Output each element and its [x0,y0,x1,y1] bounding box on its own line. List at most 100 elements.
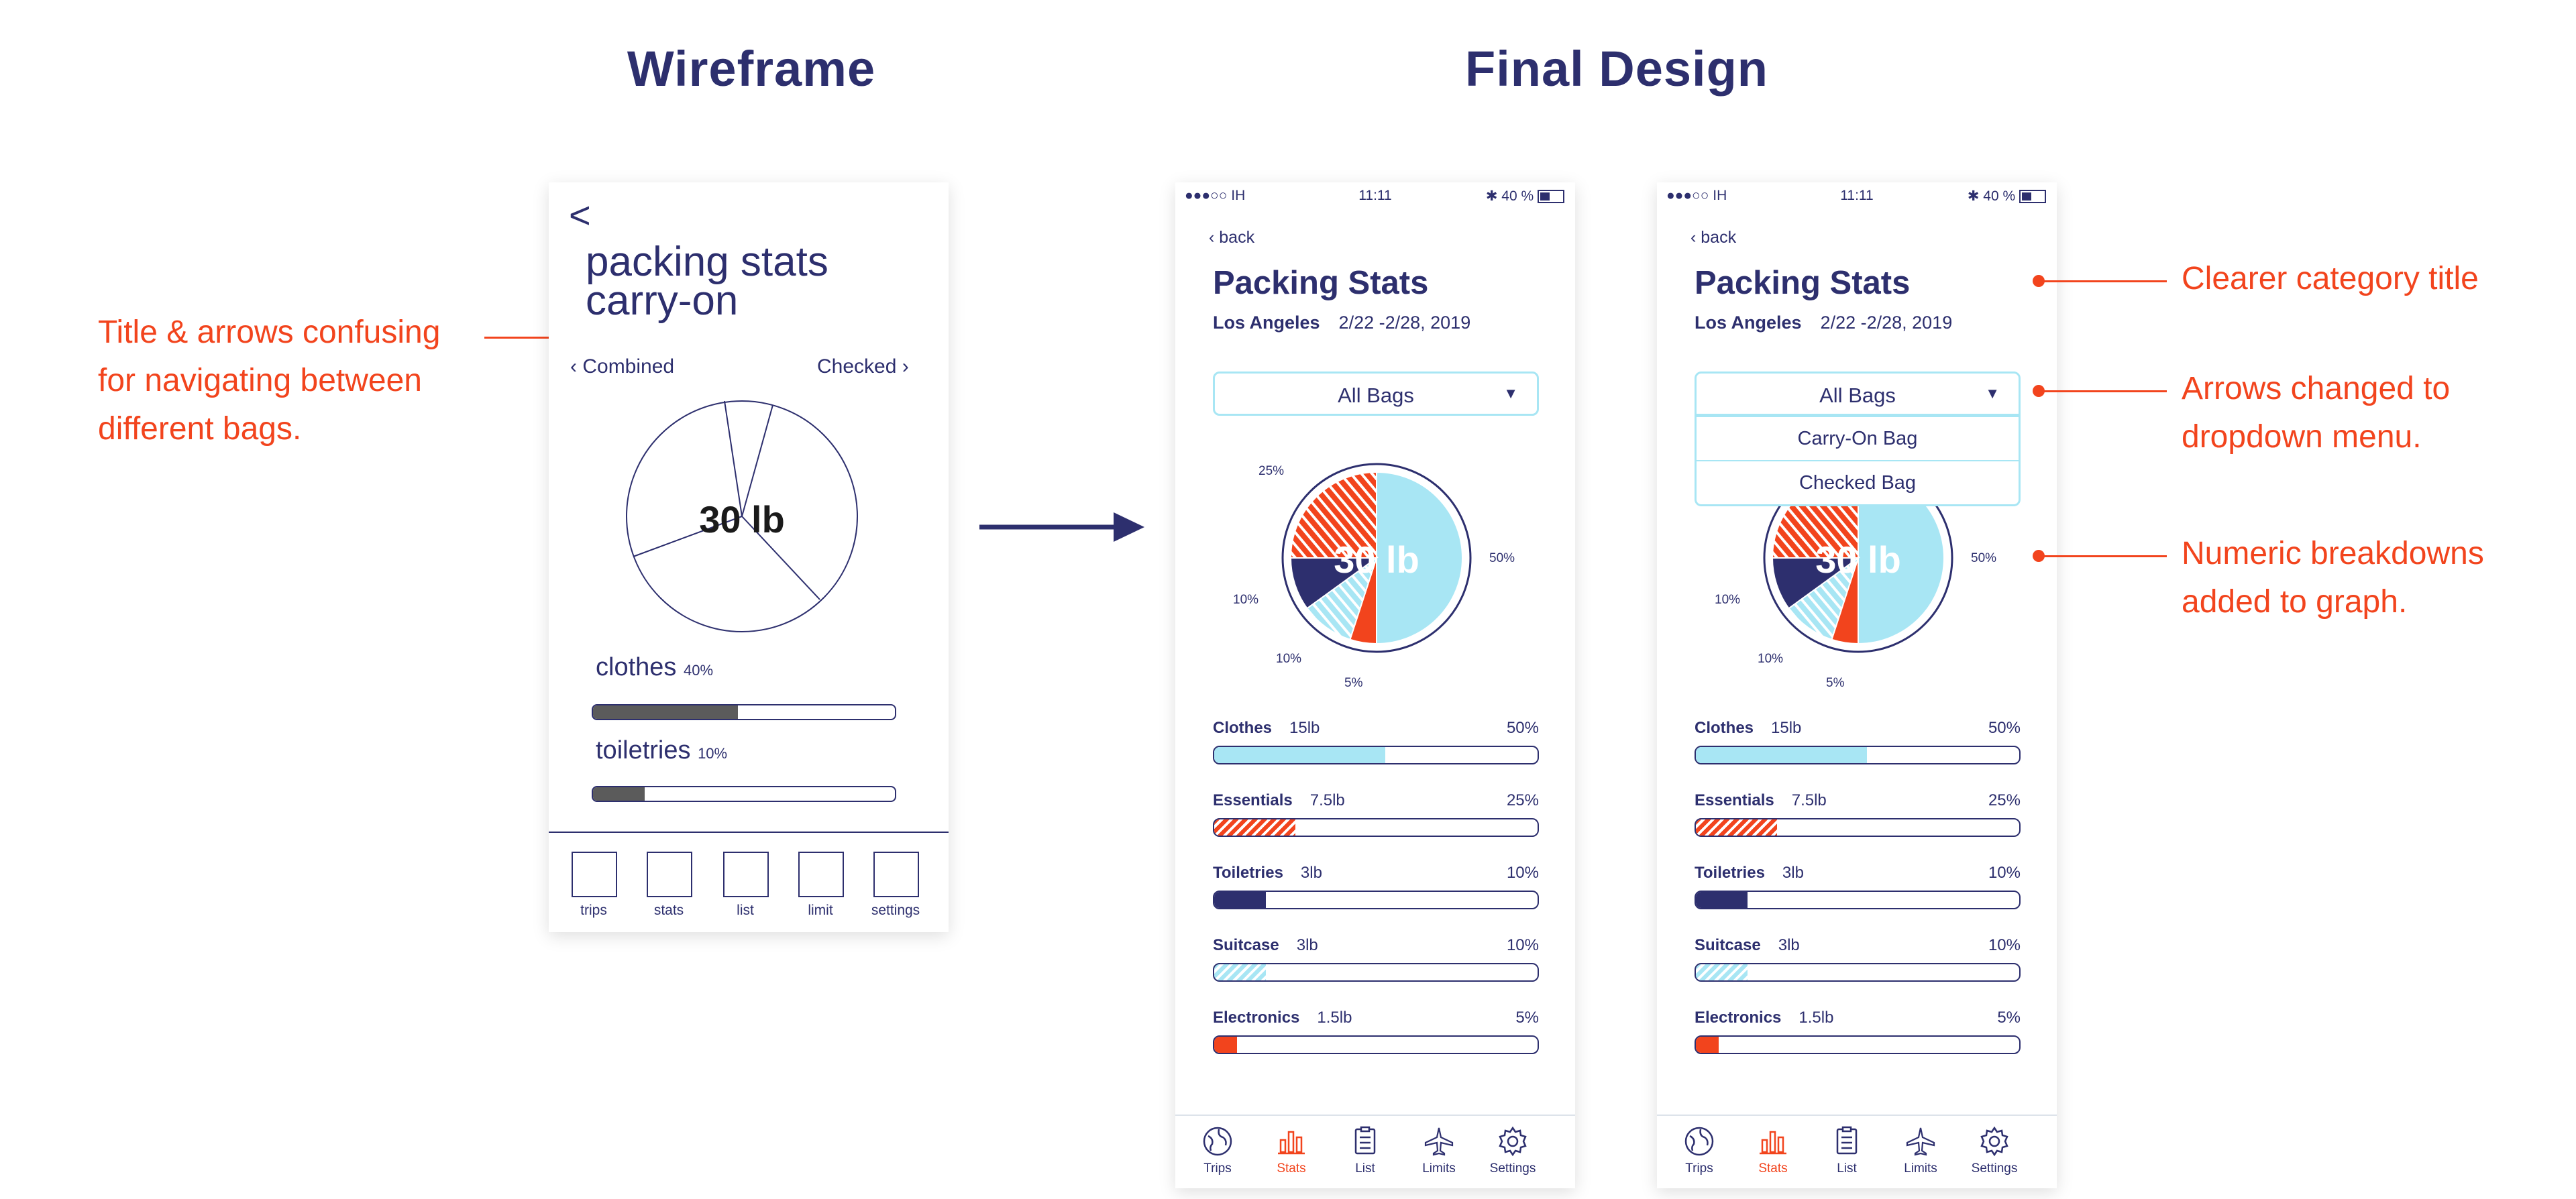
gear-icon [1499,1126,1527,1157]
pie-label-5: 5% [1826,676,1845,690]
wireframe-pie-chart [626,400,858,632]
wf-category-toiletries: toiletries 10% [596,736,728,764]
bag-dropdown-open[interactable]: All Bags ▼ [1695,372,2021,416]
wf-bar-fill [593,787,645,801]
category-percent: 10% [1506,864,1539,882]
tab-bar: Trips Stats List Limits Settings [1657,1115,2057,1188]
wf-tab-stats[interactable]: stats [647,852,692,919]
bag-dropdown[interactable]: All Bags ▼ [1213,372,1539,416]
wf-tab-limit[interactable]: limit [798,852,844,919]
wf-tab-trips[interactable]: trips [572,852,617,919]
chevron-right-icon: › [902,355,909,378]
placeholder-icon [572,852,617,897]
battery-icon [2019,190,2046,204]
category-percent: 5% [1997,1009,2021,1027]
category-weight: 3lb [1300,864,1322,882]
category-weight: 3lb [1778,936,1800,954]
annotation-dot [2033,275,2045,287]
tab-label: Stats [1758,1161,1788,1176]
category-row-essentials: Essentials 7.5lb 25% [1695,791,2021,810]
category-row-toiletries: Toiletries 3lb 10% [1695,864,2021,882]
tab-settings[interactable]: Settings [1964,1125,2025,1176]
category-row-toiletries: Toiletries 3lb 10% [1213,864,1539,882]
category-bar-clothes [1695,746,2021,764]
airplane-icon [1906,1127,1935,1156]
category-row-suitcase: Suitcase 3lb 10% [1213,936,1539,955]
page-title: Packing Stats [1213,265,1429,301]
tab-label: Limits [1904,1161,1937,1176]
final-phone-expanded: ●●●○○ IH 11:11 ✱ 40 % ‹ back Packing Sta… [1657,182,2057,1188]
tab-label: Settings [1971,1161,2018,1176]
pie-label-10b: 10% [1758,652,1784,666]
bluetooth-icon: ✱ [1967,188,1984,204]
wireframe-heading: Wireframe [627,41,876,97]
back-button[interactable]: ‹ back [1209,228,1255,247]
clipboard-icon [1836,1126,1858,1155]
category-percent: 50% [1506,719,1539,737]
category-percent: 10% [1988,936,2021,954]
tab-settings[interactable]: Settings [1483,1125,1543,1176]
tab-label: Trips [1685,1161,1713,1176]
battery-icon [1538,190,1564,204]
nav-next-checked[interactable]: Checked › [817,355,909,378]
annotation-numeric-breakdowns: Numeric breakdowns added to graph. [2182,536,2484,620]
category-bar-fill [1696,819,1777,836]
dropdown-option-carry-on[interactable]: Carry-On Bag [1697,416,2019,460]
tab-trips[interactable]: Trips [1187,1125,1248,1176]
category-bar-suitcase [1695,963,2021,982]
wf-bar-clothes [592,704,896,720]
page-title: Packing Stats [1695,265,1911,301]
tab-trips[interactable]: Trips [1669,1125,1729,1176]
tab-label: Limits [1422,1161,1456,1176]
back-arrow[interactable]: < [569,194,591,236]
tab-list[interactable]: List [1817,1125,1877,1176]
chevron-left-icon: ‹ [1690,228,1701,247]
category-percent: 25% [1506,791,1539,809]
wireframe-total: 30 lb [699,498,785,540]
category-row-electronics: Electronics 1.5lb 5% [1695,1009,2021,1027]
tab-stats[interactable]: Stats [1743,1125,1803,1176]
wireframe-tab-bar: trips stats list limit settings [549,832,949,932]
wf-tab-settings[interactable]: settings [871,852,920,919]
annotation-leader-line [2039,280,2167,282]
back-button[interactable]: ‹ back [1690,228,1737,247]
chevron-left-icon: ‹ [570,355,577,378]
annotation-leader-line [2039,555,2167,557]
final-design-heading: Final Design [1465,41,1768,97]
placeholder-icon [798,852,844,897]
slice-suitcase [1306,556,1378,640]
category-row-essentials: Essentials 7.5lb 25% [1213,791,1539,810]
category-row-clothes: Clothes 15lb 50% [1695,719,2021,738]
dropdown-option-checked[interactable]: Checked Bag [1697,460,2019,504]
pie-label-10b: 10% [1276,652,1302,666]
tab-list[interactable]: List [1335,1125,1395,1176]
caret-down-icon: ▼ [1503,385,1518,402]
dropdown-menu: Carry-On Bag Checked Bag [1695,416,2021,506]
pie-label-5: 5% [1344,676,1363,690]
category-name: Clothes [1695,719,1754,737]
category-bar-clothes [1213,746,1539,764]
annotation-dot [2033,550,2045,562]
bar-chart-icon [1760,1131,1786,1155]
clipboard-icon [1354,1126,1376,1155]
chevron-left-icon: ‹ [1209,228,1220,247]
category-name: Essentials [1213,791,1293,809]
tab-label: Settings [1489,1161,1536,1176]
bluetooth-icon: ✱ [1485,188,1502,204]
category-bar-fill [1214,892,1267,908]
category-percent: 25% [1988,791,2021,809]
tab-limits[interactable]: Limits [1890,1125,1951,1176]
tab-limits[interactable]: Limits [1409,1125,1469,1176]
nav-prev-combined[interactable]: ‹ Combined [570,355,675,378]
placeholder-icon [647,852,692,897]
category-row-clothes: Clothes 15lb 50% [1213,719,1539,738]
slice-essentials [1289,471,1377,559]
category-percent: 10% [1506,936,1539,954]
wf-tab-list[interactable]: list [723,852,769,919]
category-row-suitcase: Suitcase 3lb 10% [1695,936,2021,955]
wf-bar-toiletries [592,786,896,802]
category-bar-fill [1214,964,1267,980]
category-bar-electronics [1213,1035,1539,1054]
tab-stats[interactable]: Stats [1261,1125,1322,1176]
pie-total: 30 lb [1815,538,1901,581]
